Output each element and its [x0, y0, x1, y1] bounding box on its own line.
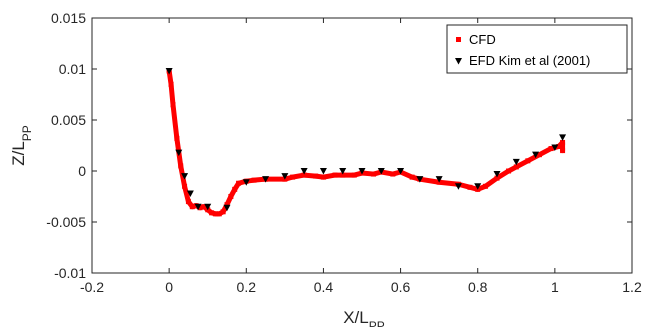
- cfd-point: [560, 139, 566, 145]
- cfd-point: [494, 175, 500, 181]
- cfd-point: [332, 172, 338, 178]
- x-tick-label: 0.2: [237, 279, 257, 295]
- efd-point: [377, 168, 385, 175]
- cfd-point: [301, 172, 307, 178]
- x-axis-label: X/LPP: [343, 308, 385, 327]
- cfd-point: [236, 180, 242, 186]
- efd-point: [397, 168, 405, 175]
- cfd-point: [174, 135, 180, 141]
- x-tick-label: 0.8: [468, 279, 488, 295]
- y-axis-label: Z/LPP: [9, 125, 34, 166]
- cfd-point: [232, 186, 238, 192]
- cfd-point: [185, 199, 191, 205]
- cfd-point: [320, 174, 326, 180]
- efd-point: [559, 134, 567, 141]
- cfd-point: [228, 194, 234, 199]
- efd-point: [339, 168, 347, 175]
- efd-point: [262, 176, 270, 183]
- cfd-point: [409, 174, 415, 180]
- efd-point: [242, 179, 250, 186]
- cfd-point: [189, 204, 195, 210]
- x-tick-label: 0.6: [391, 279, 411, 295]
- x-tick-label: 1: [551, 279, 559, 295]
- efd-point: [454, 183, 462, 190]
- efd-point: [281, 173, 289, 180]
- cfd-point: [351, 172, 357, 178]
- cfd-point: [560, 148, 566, 154]
- cfd-point: [482, 183, 488, 189]
- efd-point: [319, 168, 327, 175]
- cfd-point: [251, 177, 257, 183]
- efd-point: [194, 203, 202, 211]
- cfd-point: [178, 163, 184, 169]
- x-tick-label: 0.4: [314, 279, 334, 295]
- cfd-point: [340, 172, 346, 178]
- cfd-point: [197, 205, 203, 211]
- cfd-point: [313, 173, 319, 179]
- tick-labels: -0.2 0 0.2 0.4 0.6 0.8 1 1.2 -0.01 -0.005 0 0.005 0.…: [46, 10, 642, 295]
- cfd-point: [371, 171, 377, 177]
- cfd-point: [201, 204, 207, 210]
- data-series: [165, 68, 567, 217]
- efd-point: [186, 190, 194, 197]
- cfd-point: [168, 81, 174, 87]
- cfd-point: [525, 158, 531, 164]
- efd-point: [532, 151, 540, 159]
- efd-point: [181, 173, 189, 180]
- efd-point: [435, 176, 443, 183]
- cfd-point: [506, 168, 512, 174]
- y-tick-label: -0.01: [54, 265, 86, 281]
- efd-point: [165, 68, 173, 75]
- efd-point: [223, 204, 231, 212]
- legend-box: [446, 24, 628, 74]
- legend: CFD EFD Kim et al (2001): [446, 24, 628, 74]
- cfd-point: [220, 209, 226, 215]
- cfd-point: [513, 164, 519, 170]
- cfd-point: [216, 211, 222, 217]
- legend-efd-marker: [455, 58, 462, 65]
- cfd-point: [536, 152, 542, 158]
- cfd-point: [182, 183, 188, 189]
- tick-marks: [91, 17, 633, 274]
- efd-point: [175, 149, 183, 157]
- cfd-point: [290, 174, 296, 180]
- y-tick-label: 0.01: [59, 61, 86, 77]
- efd-point: [512, 158, 520, 166]
- cfd-point: [212, 211, 218, 217]
- efd-point: [416, 176, 424, 183]
- y-tick-label: 0: [78, 163, 86, 179]
- cfd-point: [556, 144, 562, 150]
- y-tick-label: -0.005: [46, 214, 86, 230]
- axis-labels: X/LPP Z/LPP: [9, 125, 385, 327]
- efd-point: [204, 203, 212, 211]
- legend-cfd-marker: [456, 37, 461, 42]
- efd-point: [551, 144, 559, 152]
- x-tick-label: 1.2: [622, 279, 642, 295]
- cfd-point: [467, 184, 473, 190]
- efd-point: [300, 168, 308, 175]
- x-tick-label: -0.2: [80, 279, 104, 295]
- y-tick-label: 0.015: [51, 10, 86, 26]
- legend-cfd-label: CFD: [469, 32, 496, 47]
- cfd-point: [390, 171, 396, 177]
- cfd-point: [209, 210, 215, 216]
- legend-efd-label: EFD Kim et al (2001): [469, 53, 590, 68]
- efd-point: [358, 168, 366, 175]
- x-tick-label: 0: [165, 279, 173, 295]
- cfd-point: [170, 102, 176, 108]
- cfd-point: [224, 202, 230, 208]
- y-tick-label: 0.005: [51, 112, 86, 128]
- efd-point: [474, 183, 482, 190]
- efd-point: [493, 171, 501, 178]
- cfd-point: [548, 146, 554, 152]
